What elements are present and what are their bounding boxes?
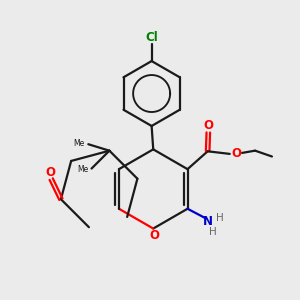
Text: H: H (216, 214, 224, 224)
Text: O: O (203, 119, 213, 133)
Text: O: O (231, 147, 241, 160)
Text: H: H (209, 227, 216, 237)
Text: Me: Me (77, 165, 88, 174)
Text: O: O (149, 229, 159, 242)
Text: Me: Me (74, 139, 85, 148)
Text: O: O (46, 166, 56, 179)
Text: N: N (203, 215, 213, 228)
Text: Cl: Cl (145, 31, 158, 44)
